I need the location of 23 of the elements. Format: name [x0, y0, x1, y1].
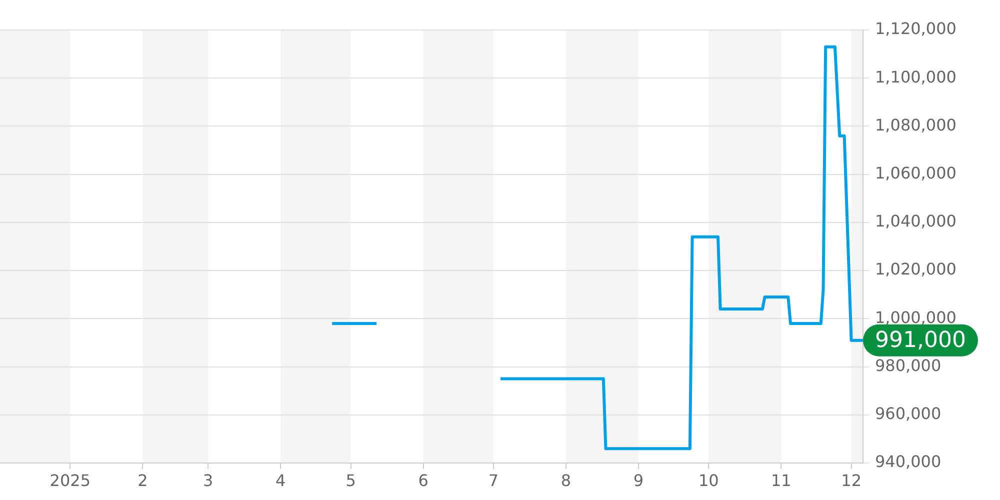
y-tick-label: 1,080,000 — [875, 115, 956, 134]
y-tick-label: 1,040,000 — [875, 212, 956, 231]
x-tick-label: 2025 — [50, 470, 91, 490]
x-tick-label: 11 — [770, 470, 792, 490]
y-tick-label: 1,060,000 — [875, 163, 956, 182]
y-tick-label: 1,100,000 — [875, 67, 956, 86]
y-tick-label: 960,000 — [875, 404, 942, 424]
x-tick-label: 2 — [138, 470, 148, 490]
y-tick-label: 980,000 — [875, 356, 942, 375]
x-tick-label: 4 — [276, 470, 286, 490]
y-tick-label: 940,000 — [875, 452, 942, 472]
annotation: 991,000 — [875, 328, 966, 354]
x-tick-label: 7 — [488, 470, 499, 490]
x-tick-label: 3 — [203, 470, 214, 490]
x-tick-label: 12 — [841, 470, 862, 490]
x-tick-label: 10 — [698, 470, 719, 490]
y-tick-label: 1,020,000 — [875, 260, 956, 279]
y-tick-label: 1,120,000 — [875, 19, 956, 38]
x-tick-label: 9 — [633, 470, 644, 490]
y-tick-label: 1,000,000 — [875, 308, 956, 327]
x-tick-label: 6 — [418, 470, 428, 490]
x-tick-label: 8 — [560, 470, 572, 490]
x-tick-label: 5 — [346, 470, 356, 490]
